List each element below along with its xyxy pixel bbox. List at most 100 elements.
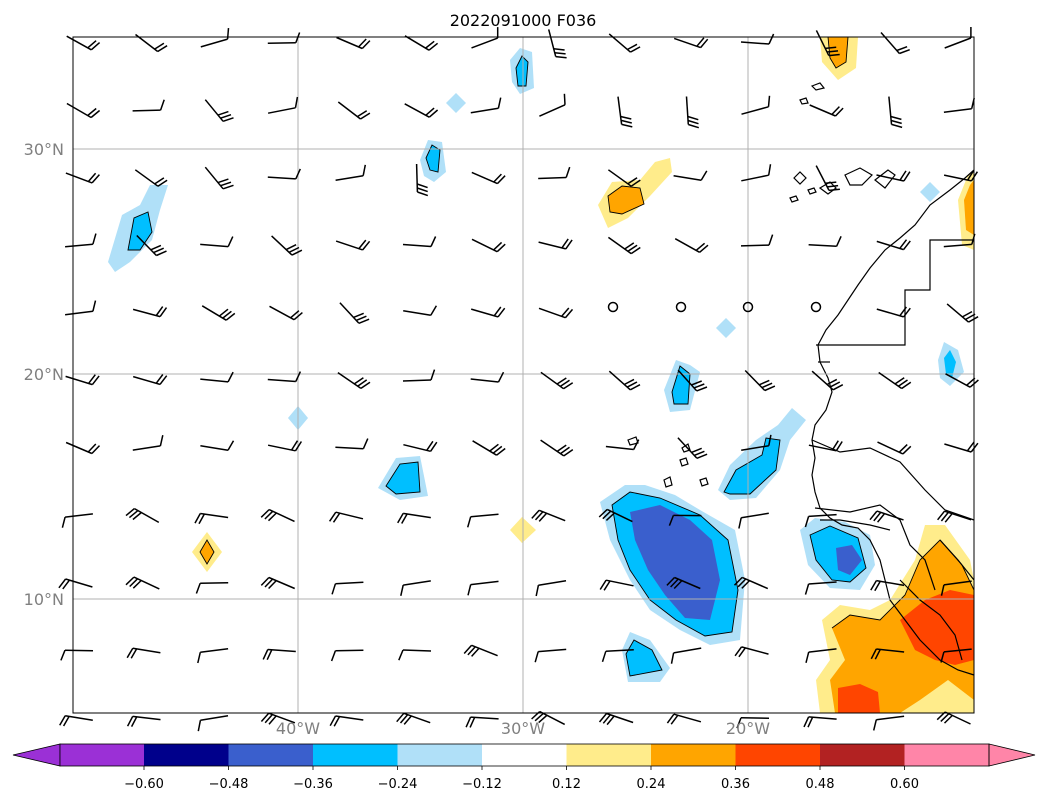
wind-barb-staff <box>808 513 837 518</box>
wind-barb-feather <box>400 584 404 596</box>
wind-barb-staff <box>677 369 698 392</box>
wind-barb-staff <box>943 174 972 182</box>
wind-barb-staff <box>943 243 972 248</box>
wind-barb-feather <box>626 381 638 388</box>
wind-barb-feather <box>264 714 273 724</box>
wind-barb-feather <box>463 644 473 655</box>
colorbar: −0.60 −0.48 −0.36 −0.24 −0.12 0.12 0.24 … <box>12 743 1036 792</box>
wind-barb-feather <box>403 715 412 725</box>
wind-barb-staff <box>200 647 229 654</box>
wind-barb-feather <box>260 712 270 722</box>
wind-barb-feather <box>598 508 608 518</box>
calm-circle <box>810 301 822 313</box>
wind-barb-feather <box>890 115 902 121</box>
colorbar-extend-low <box>12 743 61 767</box>
wind-barb-staff <box>741 444 769 452</box>
colorbar-tick-label: −0.24 <box>378 777 418 792</box>
wind-barb-feather <box>87 443 97 453</box>
wind-barb-staff <box>65 578 93 588</box>
wind-barb-staff <box>876 174 905 182</box>
wind-barb-staff <box>66 102 92 119</box>
wind-barb-staff <box>267 378 296 383</box>
wind-barb-feather <box>738 517 742 529</box>
wind-barb-feather <box>804 516 810 528</box>
wind-barb-staff <box>471 238 498 253</box>
wind-barb-staff <box>538 241 566 250</box>
wind-barb-feather <box>899 239 908 249</box>
wind-barb-feather <box>157 45 168 53</box>
wind-barb-feather <box>831 106 840 116</box>
wind-barb-feather <box>471 647 480 657</box>
wind-barb-feather <box>899 306 908 317</box>
wind-barb-staff <box>815 165 830 191</box>
wind-barb-staff <box>65 310 93 316</box>
wind-barb-feather <box>353 312 364 319</box>
wind-barb-staff <box>944 711 971 725</box>
colorbar-extend-high <box>988 743 1036 767</box>
wind-barb-feather <box>534 651 539 663</box>
wind-barb-feather <box>356 110 368 118</box>
wind-barb-feather <box>553 48 565 51</box>
wind-barb-feather <box>534 712 544 722</box>
wind-barb-feather <box>827 184 839 188</box>
wind-barb-staff <box>471 644 498 657</box>
wind-barb-feather <box>890 119 902 125</box>
wind-barb-feather <box>467 646 476 656</box>
wind-barb-feather <box>266 649 273 661</box>
wind-barb-feather <box>902 445 912 455</box>
wind-barb-feather <box>154 177 165 185</box>
wind-barb-feather <box>943 714 953 724</box>
wind-barb-staff <box>605 579 634 587</box>
wind-barb-staff <box>944 510 972 521</box>
calm-circle <box>742 301 754 313</box>
wind-barb-feather <box>416 183 428 189</box>
wind-barb-staff <box>470 107 499 114</box>
wind-barb-staff <box>339 302 360 324</box>
wind-barb-feather <box>627 177 638 185</box>
wind-barb-feather <box>940 713 950 722</box>
wind-barb-staff <box>538 648 567 653</box>
wind-barb-staff <box>65 375 93 386</box>
wind-barb-feather <box>670 578 679 588</box>
wind-barb-staff <box>744 369 766 392</box>
wind-barb-staff <box>673 713 702 723</box>
wind-barb-feather <box>194 513 201 524</box>
wind-barb-feather <box>429 441 438 452</box>
wind-barb-feather <box>565 166 571 178</box>
wind-barb-staff <box>136 234 157 257</box>
wind-barb-feather <box>966 170 975 181</box>
colorbar-tick-label: −0.36 <box>293 777 333 792</box>
wind-barb-feather <box>425 107 435 116</box>
wind-barb-feather <box>360 381 371 390</box>
colorbar-tick-label: −0.48 <box>209 777 249 792</box>
colorbar-bin <box>482 744 567 766</box>
wind-barb-staff <box>472 440 497 456</box>
wind-barb-feather <box>559 379 570 388</box>
wind-barb-feather <box>333 716 341 727</box>
wind-barb-staff <box>876 510 904 521</box>
wind-barb-feather <box>633 439 640 450</box>
wind-barb-staff <box>271 235 293 256</box>
colorbar-bin <box>735 744 821 766</box>
wind-barb-feather <box>733 576 743 586</box>
wind-barb-feather <box>330 650 337 662</box>
wind-barb-feather <box>91 445 101 455</box>
wind-barb-feather <box>565 239 573 250</box>
wind-barb-feather <box>768 434 772 446</box>
wind-barb-feather <box>623 378 635 386</box>
wind-barb-staff <box>200 444 229 452</box>
wind-barb-staff <box>606 712 634 724</box>
wind-barb-feather <box>132 579 142 589</box>
wind-barb-staff <box>471 171 498 185</box>
wind-barb-staff <box>404 103 430 118</box>
wind-barb-feather <box>603 580 611 591</box>
wind-barb-staff <box>741 646 769 655</box>
wind-barb-feather <box>466 516 472 528</box>
wind-barb-feather <box>155 306 164 316</box>
wind-barb-feather <box>805 651 810 663</box>
wind-barb-feather <box>535 585 540 597</box>
wind-barb-feather <box>290 440 299 451</box>
wind-barb-feather <box>538 512 548 522</box>
wind-barb-feather <box>531 509 540 519</box>
wind-barb-feather <box>874 649 881 660</box>
